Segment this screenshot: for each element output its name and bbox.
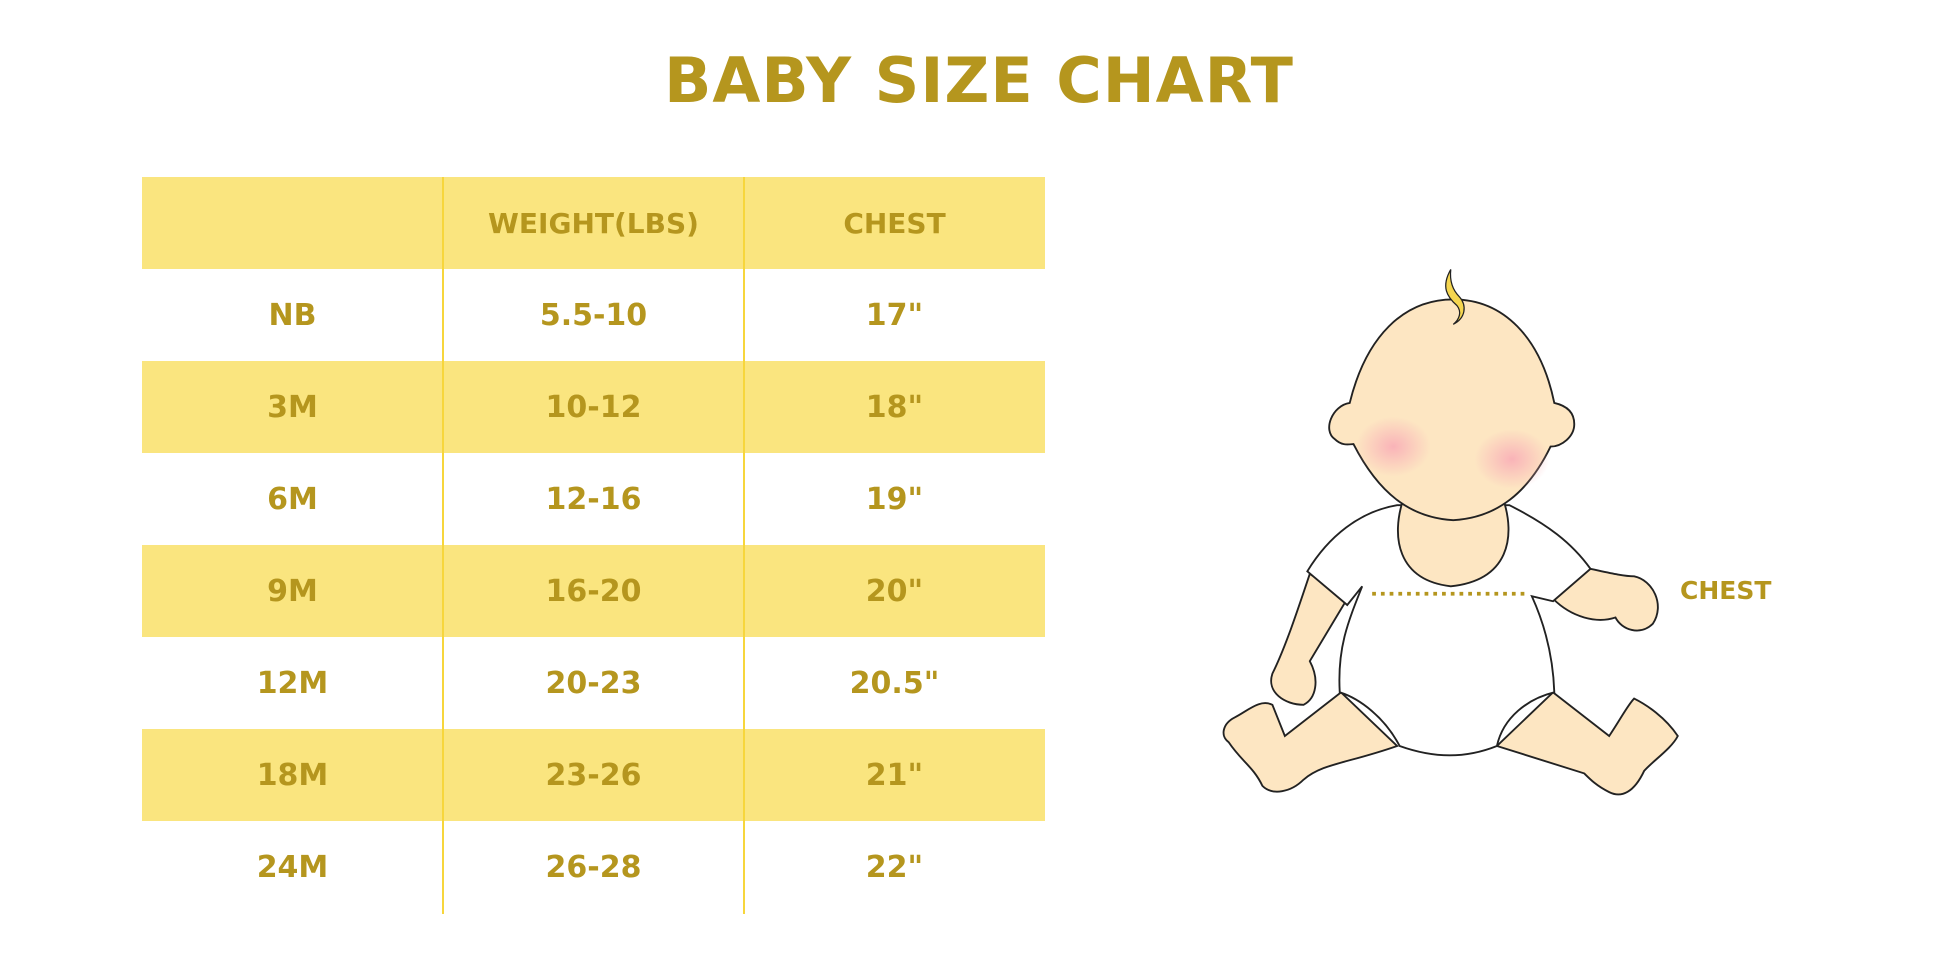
table-row: 3M 10-12 18" bbox=[142, 361, 1045, 453]
size-cell: 3M bbox=[267, 389, 318, 425]
column-divider bbox=[743, 177, 745, 914]
page-title: BABY SIZE CHART bbox=[664, 44, 1294, 117]
weight-cell: 20-23 bbox=[545, 665, 642, 701]
weight-cell: 26-28 bbox=[545, 849, 642, 885]
column-divider bbox=[442, 177, 444, 914]
cheek-left bbox=[1355, 416, 1431, 477]
table-row: 12M 20-23 20.5" bbox=[142, 637, 1045, 729]
table-row: 24M 26-28 22" bbox=[142, 821, 1045, 913]
table-row: 6M 12-16 19" bbox=[142, 453, 1045, 545]
chest-cell: 22" bbox=[865, 849, 924, 885]
weight-cell: 10-12 bbox=[545, 389, 642, 425]
size-cell: 12M bbox=[256, 665, 329, 701]
chest-cell: 21" bbox=[865, 757, 924, 793]
hair-curl-icon bbox=[1445, 269, 1465, 325]
table-header-row: WEIGHT(LBS) CHEST bbox=[142, 177, 1045, 269]
chest-cell: 20.5" bbox=[849, 665, 940, 701]
chest-cell: 20" bbox=[865, 573, 924, 609]
size-cell: 6M bbox=[267, 481, 318, 517]
table-row: 9M 16-20 20" bbox=[142, 545, 1045, 637]
header-chest: CHEST bbox=[843, 206, 946, 240]
size-table: WEIGHT(LBS) CHEST NB 5.5-10 17" 3M 10-12… bbox=[142, 177, 1045, 913]
weight-cell: 5.5-10 bbox=[539, 297, 648, 333]
chest-label: CHEST bbox=[1680, 576, 1772, 605]
size-cell: 9M bbox=[267, 573, 318, 609]
header-weight: WEIGHT(LBS) bbox=[488, 206, 699, 240]
header-size bbox=[142, 177, 443, 269]
table-row: NB 5.5-10 17" bbox=[142, 269, 1045, 361]
weight-cell: 23-26 bbox=[545, 757, 642, 793]
size-cell: NB bbox=[268, 297, 317, 333]
table-row: 18M 23-26 21" bbox=[142, 729, 1045, 821]
size-cell: 24M bbox=[256, 849, 329, 885]
weight-cell: 16-20 bbox=[545, 573, 642, 609]
size-cell: 18M bbox=[256, 757, 329, 793]
baby-body bbox=[1222, 298, 1679, 796]
chest-cell: 18" bbox=[865, 389, 924, 425]
chest-cell: 19" bbox=[865, 481, 924, 517]
cheek-right bbox=[1474, 429, 1550, 489]
weight-cell: 12-16 bbox=[545, 481, 642, 517]
chest-cell: 17" bbox=[865, 297, 924, 333]
